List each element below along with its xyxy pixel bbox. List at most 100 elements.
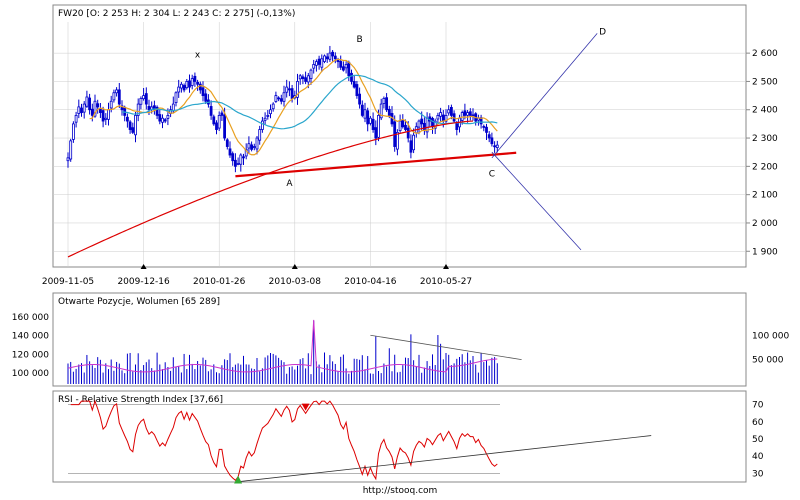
price-y-tick-label: 2 500 xyxy=(752,77,778,87)
candle-body xyxy=(115,89,118,94)
candle-body xyxy=(328,52,332,60)
candle-body xyxy=(204,93,208,102)
candle-body xyxy=(233,159,237,167)
candle-body xyxy=(152,105,156,111)
price-x-tick-label: 2010-03-08 xyxy=(269,277,322,287)
candle-body xyxy=(358,93,362,105)
candle-body xyxy=(385,97,389,111)
candle-body xyxy=(333,55,337,60)
candle-body xyxy=(274,95,278,102)
candle-body xyxy=(185,81,189,89)
candle-body xyxy=(341,66,345,71)
candle-body xyxy=(193,75,197,82)
candle-body xyxy=(155,106,159,116)
candle-body xyxy=(420,118,424,125)
candle-body xyxy=(298,75,302,80)
candle-body xyxy=(144,93,148,105)
candle-body xyxy=(123,106,127,116)
candle-body xyxy=(444,115,448,122)
candle-body xyxy=(252,146,256,148)
wave-label-d: D xyxy=(599,28,606,38)
price-panel-title: FW20 [O: 2 253 H: 2 304 L: 2 243 C: 2 27… xyxy=(58,9,295,19)
period-marker-icon xyxy=(140,264,147,269)
sma-mid-line xyxy=(121,74,498,130)
candle-body xyxy=(72,123,75,140)
wave-label-b: B xyxy=(357,35,363,45)
candle-body xyxy=(188,80,191,88)
candle-body xyxy=(271,103,275,110)
candle-body xyxy=(436,115,440,120)
candle-body xyxy=(314,61,318,66)
candle-body xyxy=(69,140,73,160)
price-x-tick-label: 2009-12-16 xyxy=(117,277,170,287)
candle-body xyxy=(212,116,216,125)
candle-body xyxy=(112,92,116,101)
price-x-tick-label: 2009-11-05 xyxy=(42,277,94,287)
price-y-tick-label: 2 600 xyxy=(752,49,778,59)
candle-body xyxy=(136,103,140,116)
candle-body xyxy=(301,76,305,80)
candle-body xyxy=(279,98,283,102)
candle-body xyxy=(350,72,353,82)
candle-body xyxy=(309,69,313,79)
candle-body xyxy=(236,163,240,165)
candle-body xyxy=(355,84,359,96)
candle-body xyxy=(422,122,426,130)
volume-right-tick-label: 100 000 xyxy=(752,331,789,341)
candle-body xyxy=(134,115,137,136)
candle-body xyxy=(107,109,110,120)
price-y-tick-label: 2 100 xyxy=(752,191,778,201)
volume-left-tick-label: 120 000 xyxy=(12,350,49,360)
price-panel: FW20 [O: 2 253 H: 2 304 L: 2 243 C: 2 27… xyxy=(42,4,778,287)
rsi-y-ticks: 30 40 50 60 70 xyxy=(752,401,764,480)
candle-body xyxy=(77,106,81,114)
candle-body xyxy=(131,127,135,133)
rsi-line xyxy=(70,399,498,481)
price-y-tick-label: 2 200 xyxy=(752,162,778,172)
candle-body xyxy=(360,104,364,116)
candle-body xyxy=(82,103,86,113)
rsi-sell-signal-icon xyxy=(301,403,310,411)
candle-body xyxy=(398,120,402,132)
volume-left-tick-label: 140 000 xyxy=(12,332,49,342)
candle-body xyxy=(352,81,356,88)
candle-body xyxy=(220,112,224,116)
candle-body xyxy=(163,119,167,122)
wave-label-a: A xyxy=(286,179,293,189)
candle-body xyxy=(490,137,494,145)
rsi-panel-frame xyxy=(52,390,747,483)
candle-body xyxy=(66,157,70,162)
candle-body xyxy=(387,108,391,116)
period-marker-icon xyxy=(443,264,449,269)
rsi-buy-signal-icon xyxy=(234,475,243,484)
candle-body xyxy=(147,106,151,111)
candle-body xyxy=(225,139,229,147)
candle-body xyxy=(409,140,413,153)
volume-panel-title: Otwarte Pozycje, Wolumen [65 289] xyxy=(58,297,220,307)
candle-body xyxy=(177,86,181,93)
candle-body xyxy=(347,61,351,77)
rsi-panel: RSI - Relative Strength Index [37,66] 30… xyxy=(52,390,764,484)
candle-body xyxy=(320,58,324,68)
candle-body xyxy=(209,106,213,116)
candle-body xyxy=(239,154,243,165)
candle-body xyxy=(269,109,272,115)
candle-body xyxy=(242,156,245,159)
support-trend-line xyxy=(235,151,517,178)
candle-body xyxy=(182,85,186,91)
candle-body xyxy=(285,86,289,93)
source-link[interactable]: http://stooq.com xyxy=(362,486,438,496)
candle-body xyxy=(287,88,291,91)
candle-body xyxy=(485,126,488,133)
candle-body xyxy=(99,108,102,113)
candle-body xyxy=(493,145,497,148)
candle-body xyxy=(93,100,97,117)
volume-series xyxy=(67,319,522,384)
volume-trend-line xyxy=(370,334,522,361)
wave-projection-line xyxy=(491,151,582,251)
candle-body xyxy=(266,115,270,117)
candle-body xyxy=(139,98,143,105)
rsi-y-tick-label: 70 xyxy=(752,401,764,411)
candle-body xyxy=(88,97,91,111)
candle-body xyxy=(468,111,472,116)
